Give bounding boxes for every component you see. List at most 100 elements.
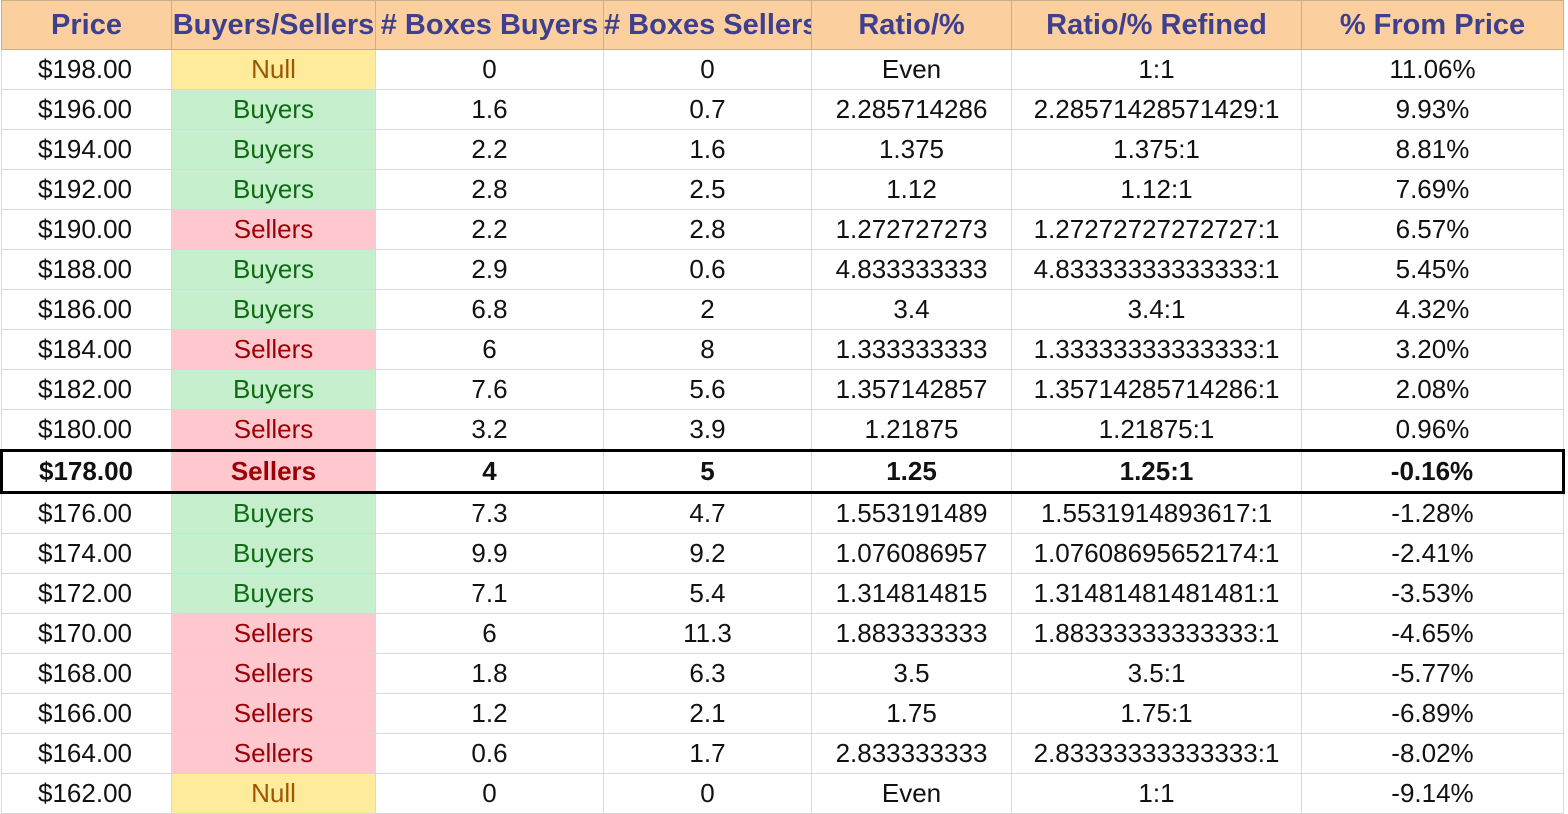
header-pct-from-price: % From Price — [1301, 0, 1564, 50]
table-row: $164.00 Sellers 0.6 1.7 2.833333333 2.8333333… — [1, 733, 1564, 774]
ratio-refined-cell: 1.12:1 — [1011, 169, 1302, 210]
table-row: $184.00 Sellers 6 8 1.333333333 1.33333333333… — [1, 329, 1564, 370]
table-row: $166.00 Sellers 1.2 2.1 1.75 1.75:1 -6.89% — [1, 693, 1564, 734]
boxes-sellers-cell: 5.4 — [603, 573, 812, 614]
ratio-cell: 1.75 — [811, 693, 1012, 734]
table-row: $174.00 Buyers 9.9 9.2 1.076086957 1.07608695… — [1, 533, 1564, 574]
boxes-sellers-cell: 0 — [603, 773, 812, 814]
header-boxes-sellers: # Boxes Sellers — [603, 0, 812, 50]
ratio-refined-cell: 1.31481481481481:1 — [1011, 573, 1302, 614]
side-cell: Sellers — [171, 613, 376, 654]
side-cell: Buyers — [171, 129, 376, 170]
pct-from-price-cell: 6.57% — [1301, 209, 1564, 250]
boxes-sellers-cell: 9.2 — [603, 533, 812, 574]
boxes-buyers-cell: 7.6 — [375, 369, 604, 410]
ratio-cell: 4.833333333 — [811, 249, 1012, 290]
ratio-refined-cell: 1.35714285714286:1 — [1011, 369, 1302, 410]
header-buyers-sellers: Buyers/Sellers — [171, 0, 376, 50]
side-cell: Sellers — [171, 653, 376, 694]
table-row: $162.00 Null 0 0 Even 1:1 -9.14% — [1, 773, 1564, 814]
boxes-sellers-cell: 0.6 — [603, 249, 812, 290]
boxes-buyers-cell: 1.8 — [375, 653, 604, 694]
table-row: $176.00 Buyers 7.3 4.7 1.553191489 1.55319148… — [1, 492, 1564, 534]
ratio-cell: 1.314814815 — [811, 573, 1012, 614]
ratio-cell: 1.883333333 — [811, 613, 1012, 654]
ratio-refined-cell: 1.5531914893617:1 — [1011, 492, 1302, 534]
boxes-buyers-cell: 9.9 — [375, 533, 604, 574]
side-cell: Null — [171, 49, 376, 90]
boxes-sellers-cell: 5 — [603, 449, 812, 494]
boxes-sellers-cell: 2 — [603, 289, 812, 330]
boxes-sellers-cell: 1.6 — [603, 129, 812, 170]
boxes-buyers-cell: 6 — [375, 613, 604, 654]
ratio-refined-cell: 1.33333333333333:1 — [1011, 329, 1302, 370]
boxes-sellers-cell: 2.1 — [603, 693, 812, 734]
ratio-refined-cell: 1.88333333333333:1 — [1011, 613, 1302, 654]
price-cell: $166.00 — [1, 693, 172, 734]
ratio-cell: 1.333333333 — [811, 329, 1012, 370]
ratio-refined-cell: 1.07608695652174:1 — [1011, 533, 1302, 574]
ratio-cell: 2.833333333 — [811, 733, 1012, 774]
price-cell: $168.00 — [1, 653, 172, 694]
pct-from-price-cell: 8.81% — [1301, 129, 1564, 170]
boxes-sellers-cell: 2.8 — [603, 209, 812, 250]
pct-from-price-cell: 3.20% — [1301, 329, 1564, 370]
ratio-refined-cell: 1:1 — [1011, 773, 1302, 814]
pct-from-price-cell: -2.41% — [1301, 533, 1564, 574]
ratio-cell: Even — [811, 773, 1012, 814]
side-cell: Buyers — [171, 492, 376, 534]
boxes-buyers-cell: 0 — [375, 773, 604, 814]
pct-from-price-cell: 7.69% — [1301, 169, 1564, 210]
table-row: $188.00 Buyers 2.9 0.6 4.833333333 4.83333333… — [1, 249, 1564, 290]
side-cell: Sellers — [171, 733, 376, 774]
table-row: $180.00 Sellers 3.2 3.9 1.21875 1.21875:1 0.96… — [1, 409, 1564, 451]
boxes-sellers-cell: 3.9 — [603, 409, 812, 451]
ratio-refined-cell: 1.75:1 — [1011, 693, 1302, 734]
table-row: $186.00 Buyers 6.8 2 3.4 3.4:1 4.32% — [1, 289, 1564, 330]
price-cell: $196.00 — [1, 89, 172, 130]
ratio-refined-cell: 1.27272727272727:1 — [1011, 209, 1302, 250]
price-cell: $182.00 — [1, 369, 172, 410]
ratio-refined-cell: 1.21875:1 — [1011, 409, 1302, 451]
boxes-sellers-cell: 6.3 — [603, 653, 812, 694]
boxes-buyers-cell: 3.2 — [375, 409, 604, 451]
boxes-sellers-cell: 0.7 — [603, 89, 812, 130]
table-header: Price Buyers/Sellers # Boxes Buyers # Bo… — [1, 0, 1564, 50]
pct-from-price-cell: 0.96% — [1301, 409, 1564, 451]
pct-from-price-cell: -1.28% — [1301, 492, 1564, 534]
boxes-buyers-cell: 4 — [375, 449, 604, 494]
ratio-cell: 3.5 — [811, 653, 1012, 694]
ratio-cell: 1.25 — [811, 449, 1012, 494]
ratio-refined-cell: 1.25:1 — [1011, 449, 1302, 494]
price-cell: $176.00 — [1, 492, 172, 534]
pct-from-price-cell: -8.02% — [1301, 733, 1564, 774]
price-cell: $188.00 — [1, 249, 172, 290]
ratio-cell: 1.375 — [811, 129, 1012, 170]
boxes-buyers-cell: 6.8 — [375, 289, 604, 330]
ratio-cell: 1.357142857 — [811, 369, 1012, 410]
pct-from-price-cell: 5.45% — [1301, 249, 1564, 290]
ratio-refined-cell: 4.83333333333333:1 — [1011, 249, 1302, 290]
price-cell: $186.00 — [1, 289, 172, 330]
pct-from-price-cell: -4.65% — [1301, 613, 1564, 654]
side-cell: Buyers — [171, 289, 376, 330]
boxes-sellers-cell: 2.5 — [603, 169, 812, 210]
current-price-row: $178.00 Sellers 4 5 1.25 1.25:1 -0.16% — [0, 449, 1565, 494]
table-row: $196.00 Buyers 1.6 0.7 2.285714286 2.28571428… — [1, 89, 1564, 130]
boxes-buyers-cell: 1.6 — [375, 89, 604, 130]
side-cell: Buyers — [171, 573, 376, 614]
side-cell: Buyers — [171, 533, 376, 574]
boxes-buyers-cell: 0.6 — [375, 733, 604, 774]
boxes-buyers-cell: 2.9 — [375, 249, 604, 290]
ratio-refined-cell: 2.83333333333333:1 — [1011, 733, 1302, 774]
boxes-sellers-cell: 1.7 — [603, 733, 812, 774]
table-row: $170.00 Sellers 6 11.3 1.883333333 1.88333333… — [1, 613, 1564, 654]
boxes-buyers-cell: 0 — [375, 49, 604, 90]
boxes-buyers-cell: 7.3 — [375, 492, 604, 534]
price-cell: $170.00 — [1, 613, 172, 654]
boxes-sellers-cell: 5.6 — [603, 369, 812, 410]
side-cell: Sellers — [171, 449, 376, 494]
header-ratio-refined: Ratio/% Refined — [1011, 0, 1302, 50]
ratio-refined-cell: 3.5:1 — [1011, 653, 1302, 694]
